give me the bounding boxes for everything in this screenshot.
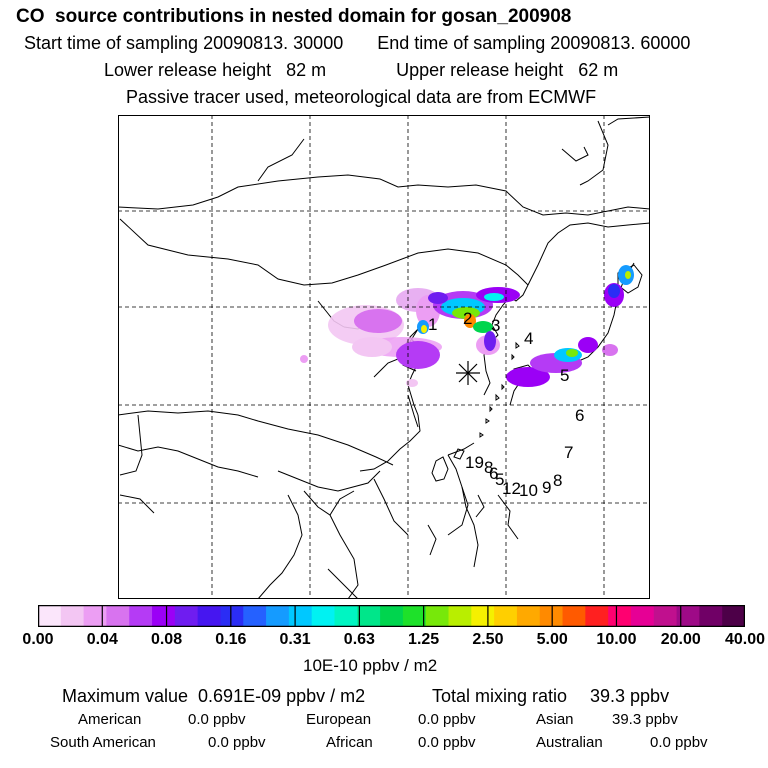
colorbar-cell — [585, 605, 609, 627]
colorbar-cell — [699, 605, 723, 627]
colorbar — [38, 605, 745, 627]
colorbar-cell — [516, 605, 541, 627]
colorbar-tick-label: 10.00 — [596, 631, 637, 648]
colorbar-tick-label: 20.00 — [660, 631, 701, 648]
map-panel: 1 2 3 4 5 6 7 8 9 10 12 19 8 6 5 — [118, 115, 650, 599]
colorbar-tick-label: 2.50 — [472, 631, 504, 648]
trajectory-label-4: 4 — [524, 329, 533, 348]
colorbar-unit: 10E-10 ppbv / m2 — [303, 656, 438, 675]
colorbar-cell — [494, 605, 518, 627]
colorbar-cell — [722, 605, 745, 627]
lower-release-height: Lower release height 82 m — [104, 60, 327, 80]
region-value: 0.0 ppbv — [418, 734, 476, 751]
start-time: Start time of sampling 20090813. 30000 — [24, 33, 344, 53]
end-time: End time of sampling 20090813. 60000 — [377, 33, 691, 53]
colorbar-cell — [562, 605, 586, 627]
colorbar-cell — [471, 605, 495, 627]
trajectory-label-cluster: 6 — [489, 464, 498, 483]
region-name: South American — [50, 734, 156, 751]
trajectory-label-9: 9 — [542, 478, 551, 497]
upper-release-height: Upper release height 62 m — [396, 60, 619, 80]
trajectory-label-2: 2 — [463, 309, 472, 328]
colorbar-cell — [311, 605, 335, 627]
colorbar-tick-label: 1.25 — [408, 631, 440, 648]
colorbar-cell — [630, 605, 655, 627]
colorbar-cell — [676, 605, 700, 627]
map-frame — [118, 115, 650, 599]
region-name: European — [306, 711, 372, 728]
colorbar-cell — [539, 605, 564, 627]
colorbar-cell — [334, 605, 358, 627]
colorbar-cell — [448, 605, 472, 627]
trajectory-label-3: 3 — [491, 316, 500, 335]
colorbar-cell — [357, 605, 381, 627]
colorbar-cell — [653, 605, 678, 627]
colorbar-cell — [129, 605, 153, 627]
region-value: 39.3 ppbv — [612, 711, 678, 728]
region-value: 0.0 ppbv — [650, 734, 708, 751]
region-name: American — [78, 711, 142, 728]
trajectory-label-5: 5 — [560, 366, 569, 385]
map-title: CO source contributions in nested domain… — [16, 6, 572, 27]
colorbar-cell — [106, 605, 130, 627]
colorbar-cell — [220, 605, 244, 627]
region-value: 0.0 ppbv — [208, 734, 266, 751]
colorbar-cell — [243, 605, 267, 627]
graticule — [118, 115, 650, 599]
colorbar-tick-label: 0.04 — [86, 631, 118, 648]
colorbar-cell — [425, 605, 450, 627]
concentration-field — [300, 265, 634, 387]
colorbar-cell — [266, 605, 290, 627]
trajectory-label-12: 12 — [502, 479, 521, 498]
colorbar-cell — [60, 605, 85, 627]
trajectory-label-cluster: 5 — [495, 470, 504, 489]
total-mixing-value: 39.3 ppbv — [590, 686, 670, 706]
asterisk-marker — [456, 361, 480, 385]
colorbar-tick-label: 0.08 — [150, 631, 183, 648]
colorbar-tick-label: 0.63 — [343, 631, 375, 648]
trajectory-label-10: 10 — [519, 481, 538, 500]
region-name: Asian — [536, 711, 574, 728]
maximum-value: Maximum value 0.691E-09 ppbv / m2 — [62, 686, 366, 706]
trajectory-label-19: 19 — [465, 453, 484, 472]
release-heights: Lower release height 82 m Upper release h… — [104, 61, 618, 79]
region-name: African — [326, 734, 373, 751]
colorbar-cell — [152, 605, 176, 627]
region-value: 0.0 ppbv — [418, 711, 476, 728]
trajectory-label-1: 1 — [428, 315, 437, 334]
colorbar-tick-label: 5.00 — [536, 631, 568, 648]
region-name: Australian — [536, 734, 603, 751]
trajectory-label-6: 6 — [575, 406, 584, 425]
colorbar-cell — [197, 605, 221, 627]
colorbar-cell — [402, 605, 427, 627]
trajectory-label-8: 8 — [553, 471, 562, 490]
colorbar-cell — [380, 605, 404, 627]
colorbar-cell — [174, 605, 199, 627]
colorbar-cell — [608, 605, 632, 627]
sampling-times: Start time of sampling 20090813. 30000 En… — [24, 34, 690, 52]
total-mixing-label: Total mixing ratio — [432, 686, 568, 706]
tracer-note: Passive tracer used, meteorological data… — [126, 87, 597, 107]
colorbar-tick-label: 40.00 — [724, 631, 766, 648]
colorbar-tick-label: 0.00 — [22, 631, 54, 648]
region-value: 0.0 ppbv — [188, 711, 246, 728]
colorbar-cell — [83, 605, 107, 627]
trajectory-label-cluster: 8 — [484, 458, 493, 477]
colorbar-cell — [288, 605, 313, 627]
trajectory-label-7: 7 — [564, 443, 573, 462]
colorbar-tick-label: 0.16 — [215, 631, 247, 648]
colorbar-tick-label: 0.31 — [279, 631, 311, 648]
colorbar-cell — [38, 605, 62, 627]
